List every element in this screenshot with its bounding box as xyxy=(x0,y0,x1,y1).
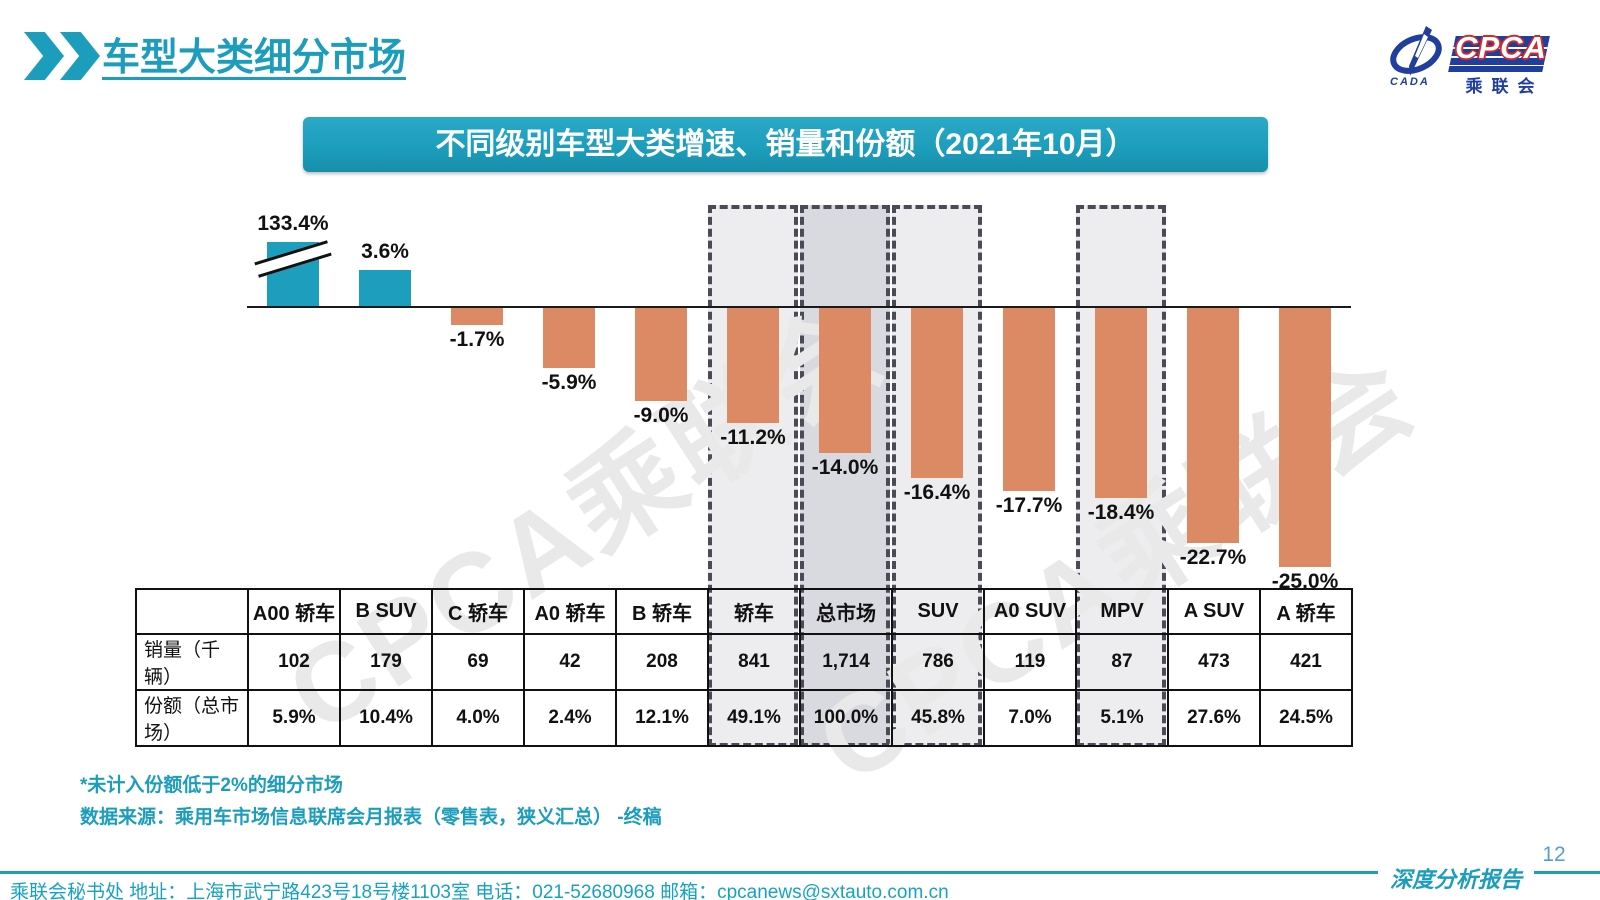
chart-bar xyxy=(1187,307,1239,543)
table-header-cell: A00 轿车 xyxy=(247,588,341,635)
chart-title-banner: 不同级别车型大类增速、销量和份额（2021年10月） xyxy=(303,117,1268,172)
table-row-label: 销量（千辆） xyxy=(135,633,249,691)
table-row-label xyxy=(135,588,249,635)
table-header-cell: A0 SUV xyxy=(983,588,1077,635)
table-row-label: 份额（总市场） xyxy=(135,689,249,747)
bar-value-label: -18.4% xyxy=(1087,501,1155,524)
bar-value-label: -14.0% xyxy=(811,456,879,479)
bar-value-label: -25.0% xyxy=(1271,570,1339,593)
table-header-cell: 轿车 xyxy=(707,588,801,635)
cpca-association-text: 乘联会 xyxy=(1465,77,1544,96)
table-sales-cell: 119 xyxy=(983,633,1077,691)
chart-bar xyxy=(635,307,687,401)
table-header-cell: MPV xyxy=(1075,588,1169,635)
chart-bar xyxy=(543,307,595,368)
table-sales-cell: 69 xyxy=(431,633,525,691)
bar-value-label: 133.4% xyxy=(257,212,329,235)
table-sales-cell: 1,714 xyxy=(799,633,893,691)
table-header-cell: A 轿车 xyxy=(1259,588,1353,635)
table-share-cell: 49.1% xyxy=(707,689,801,747)
bar-value-label: -16.4% xyxy=(903,481,971,504)
table-share-cell: 45.8% xyxy=(891,689,985,747)
table-sales-cell: 42 xyxy=(523,633,617,691)
table-share-cell: 100.0% xyxy=(799,689,893,747)
double-chevron-icon xyxy=(24,32,102,80)
table-sales-cell: 87 xyxy=(1075,633,1169,691)
table-sales-cell: 102 xyxy=(247,633,341,691)
cpca-logo: CADA CPCA 乘联会 xyxy=(1388,22,1558,96)
bar-value-label: -17.7% xyxy=(995,494,1063,517)
table-header-cell: A0 轿车 xyxy=(523,588,617,635)
footnote-data-source: 数据来源：乘用车市场信息联席会月报表（零售表，狭义汇总） -终稿 xyxy=(80,807,662,828)
x-axis-line xyxy=(247,306,1351,308)
table-share-cell: 4.0% xyxy=(431,689,525,747)
table-sales-cell: 786 xyxy=(891,633,985,691)
chart-bar xyxy=(359,270,411,307)
table-sales-cell: 841 xyxy=(707,633,801,691)
table-header-cell: 总市场 xyxy=(799,588,893,635)
page-title: 车型大类细分市场 xyxy=(102,37,407,79)
table-share-cell: 12.1% xyxy=(615,689,709,747)
table-share-cell: 24.5% xyxy=(1259,689,1353,747)
bar-value-label: -11.2% xyxy=(720,426,786,449)
cpca-text: CPCA xyxy=(1455,30,1547,65)
footer-divider xyxy=(0,871,1600,874)
bar-value-label: -22.7% xyxy=(1179,546,1247,569)
table-share-cell: 5.9% xyxy=(247,689,341,747)
chart-bar xyxy=(727,307,779,423)
table-header-cell: B SUV xyxy=(339,588,433,635)
table-share-cell: 2.4% xyxy=(523,689,617,747)
report-type-label: 深度分析报告 xyxy=(1378,862,1535,894)
bar-value-label: -1.7% xyxy=(449,328,505,351)
table-sales-cell: 473 xyxy=(1167,633,1261,691)
cada-text: CADA xyxy=(1390,76,1430,88)
table-header-cell: A SUV xyxy=(1167,588,1261,635)
table-sales-cell: 208 xyxy=(615,633,709,691)
chart-bar xyxy=(1095,307,1147,498)
table-share-cell: 5.1% xyxy=(1075,689,1169,747)
table-sales-cell: 421 xyxy=(1259,633,1353,691)
footnote-share-threshold: *未计入份额低于2%的细分市场 xyxy=(80,775,343,796)
bar-value-label: 3.6% xyxy=(361,240,409,263)
chart-bar xyxy=(819,307,871,453)
table-share-cell: 10.4% xyxy=(339,689,433,747)
footer-contact-info: 乘联会秘书处 地址：上海市武宁路423号18号楼1103室 电话：021-526… xyxy=(10,882,949,900)
chart-bar xyxy=(1003,307,1055,491)
bar-value-label: -9.0% xyxy=(633,404,689,427)
page-number: 12 xyxy=(1542,843,1566,866)
table-share-cell: 7.0% xyxy=(983,689,1077,747)
table-header-cell: B 轿车 xyxy=(615,588,709,635)
table-header-cell: C 轿车 xyxy=(431,588,525,635)
chart-bar xyxy=(451,307,503,325)
segment-table: A00 轿车 B SUV C 轿车 A0 轿车 B 轿车 轿车 总市场 SUV A0 SUV MP… xyxy=(135,588,1353,747)
bar-value-label: -5.9% xyxy=(541,371,597,394)
table-share-cell: 27.6% xyxy=(1167,689,1261,747)
chart-bar xyxy=(911,307,963,478)
cada-emblem-icon xyxy=(1390,26,1442,76)
table-header-cell: SUV xyxy=(891,588,985,635)
table-sales-cell: 179 xyxy=(339,633,433,691)
chart-bar xyxy=(1279,307,1331,567)
